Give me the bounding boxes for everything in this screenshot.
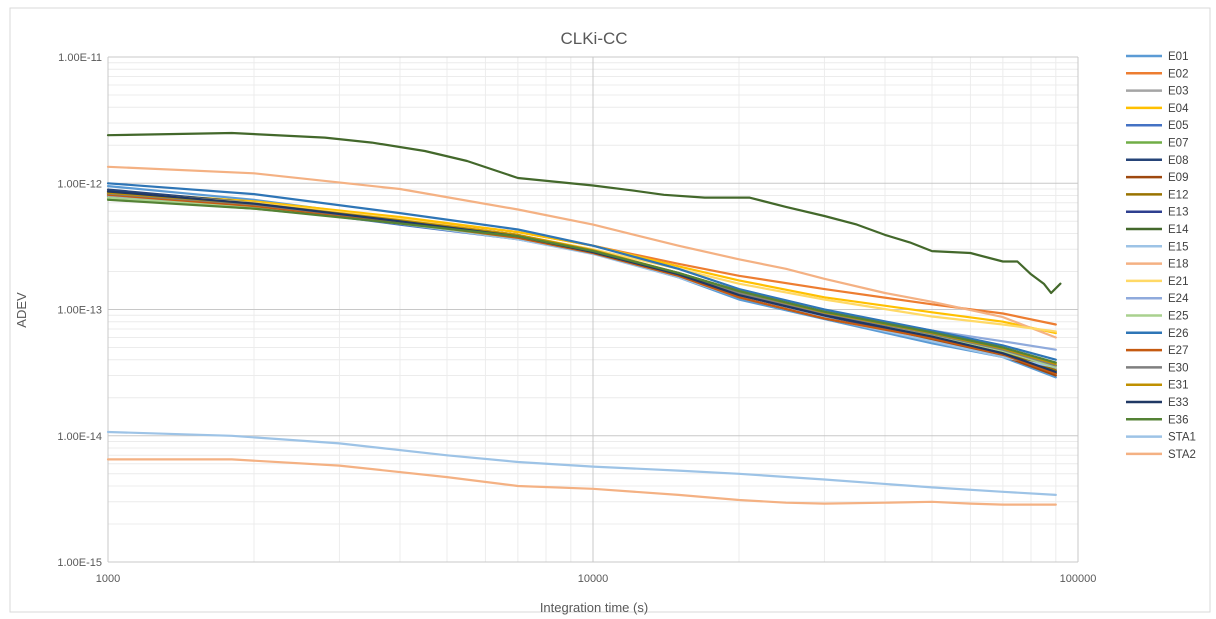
legend-label: E26 [1168,328,1188,340]
legend-item-e27: E27 [1126,345,1188,357]
legend-label: E31 [1168,380,1188,392]
legend-label: E05 [1168,120,1188,132]
legend-label: E02 [1168,68,1188,80]
series-line-e04 [106,190,1057,335]
legend-label: E01 [1168,51,1188,63]
y-tick-labels: 1.00E-11 1.00E-12 1.00E-13 1.00E-14 1.00E-15 [57,52,102,569]
legend-item-e07: E07 [1126,138,1188,150]
legend-item-e25: E25 [1126,311,1188,323]
legend-item-e05: E05 [1126,120,1188,132]
series-line-e18 [106,165,1057,339]
y-tick-label: 1.00E-13 [57,305,102,317]
chart-title: CLKi-CC [560,29,627,48]
legend-item-e09: E09 [1126,172,1188,184]
legend-item-e33: E33 [1126,397,1188,409]
y-axis-title: ADEV [14,292,29,328]
legend-label: E30 [1168,362,1188,374]
x-tick-labels: 1000 10000 100000 [96,573,1097,585]
legend-label: E13 [1168,207,1188,219]
y-tick-label: 1.00E-15 [57,557,102,569]
legend-label: E18 [1168,259,1188,271]
x-tick-label: 1000 [96,573,120,585]
legend-label: E33 [1168,397,1188,409]
legend-item-e26: E26 [1126,328,1188,340]
legend-item-e13: E13 [1126,207,1188,219]
series-line-e26 [106,182,1057,361]
legend-label: STA1 [1168,432,1196,444]
legend-label: E36 [1168,414,1188,426]
legend-item-e14: E14 [1126,224,1189,236]
legend-item-e31: E31 [1126,380,1188,392]
series-line-e33 [106,190,1057,374]
legend-item-sta1: STA1 [1126,432,1196,444]
legend-item-e15: E15 [1126,241,1188,253]
legend-label: E03 [1168,86,1188,98]
y-tick-label: 1.00E-11 [58,52,102,64]
x-axis-title: Integration time (s) [540,600,648,615]
series-line-e14 [106,131,1062,295]
legend-item-e02: E02 [1126,68,1188,80]
legend-label: E12 [1168,189,1188,201]
x-tick-label: 100000 [1060,573,1097,585]
legend-item-e36: E36 [1126,414,1188,426]
y-tick-label: 1.00E-12 [57,178,102,190]
legend-label: E07 [1168,138,1188,150]
legend-item-e30: E30 [1126,362,1188,374]
legend-label: E21 [1168,276,1188,288]
legend-item-e08: E08 [1126,155,1188,167]
legend-label: E04 [1168,103,1189,115]
y-tick-label: 1.00E-14 [57,431,102,443]
series-line-e36 [106,198,1057,364]
legend-label: E15 [1168,241,1188,253]
legend: E01 E02 E03 E04 E05 E07 E08 E09 E12 E13 E14 E15 E18 E… [1126,51,1196,461]
legend-label: E08 [1168,155,1188,167]
series-layer [106,131,1062,506]
legend-label: E25 [1168,311,1188,323]
legend-item-e01: E01 [1126,51,1188,63]
x-tick-label: 10000 [578,573,609,585]
legend-label: E09 [1168,172,1188,184]
legend-item-e21: E21 [1126,276,1188,288]
legend-item-sta2: STA2 [1126,449,1196,461]
legend-label: E14 [1168,224,1189,236]
legend-label: STA2 [1168,449,1196,461]
legend-item-e24: E24 [1126,293,1189,305]
series-line-sta2 [106,458,1057,506]
legend-item-e18: E18 [1126,259,1188,271]
legend-label: E27 [1168,345,1188,357]
chart-border [9,7,1211,613]
series-line-e27 [106,193,1057,375]
series-line-sta1 [106,430,1057,496]
legend-item-e04: E04 [1126,103,1189,115]
legend-label: E24 [1168,293,1189,305]
legend-item-e03: E03 [1126,86,1188,98]
legend-item-e12: E12 [1126,189,1188,201]
